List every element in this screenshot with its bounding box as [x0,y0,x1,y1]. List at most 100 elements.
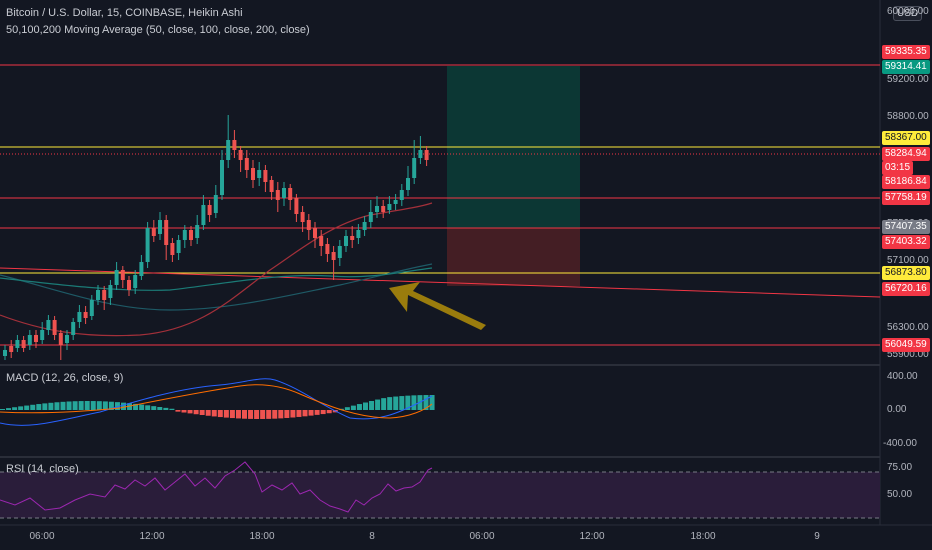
time-axis-tick: 18:00 [249,531,275,542]
macd-signal-line [0,384,433,419]
macd-bar [54,402,60,410]
candle-body [164,220,169,245]
macd-bar [175,410,181,412]
macd-bar [320,410,326,415]
candle-body [195,225,200,238]
macd-bar [60,401,66,410]
price-tag[interactable]: 57403.32 [882,235,930,249]
time-axis-tick: 12:00 [139,531,165,542]
rsi-indicator-legend[interactable]: RSI (14, close) [6,463,79,475]
candle-body [350,236,355,240]
macd-bar [121,402,126,410]
candle-body [257,170,262,178]
chart-title-legend[interactable]: Bitcoin / U.S. Dollar, 15, COINBASE, Hei… [6,7,243,19]
price-tag[interactable]: 58186.84 [882,175,930,189]
candles-group [3,115,429,360]
candle-body [313,228,317,238]
macd-bar [199,410,205,416]
candle-body [282,188,286,198]
macd-axis-tick: -400.00 [883,438,917,449]
macd-bar [157,406,163,410]
candle-body [375,206,379,212]
candle-body [71,322,76,335]
candle-body [406,178,410,190]
macd-bar [6,408,12,410]
candle-body [83,312,88,318]
macd-bar [12,407,18,410]
price-tag[interactable]: 56873.80 [882,266,930,280]
price-tag[interactable]: 58367.00 [882,131,930,145]
time-axis-tick: 12:00 [579,531,605,542]
trendline[interactable] [0,267,881,298]
macd-bar [30,404,36,410]
rsi-axis-tick: 50.00 [887,489,913,500]
macd-bar [108,401,114,410]
candle-body [3,350,7,356]
macd-bar [151,406,157,410]
candle-body [356,230,361,238]
time-axis-tick: 06:00 [29,531,55,542]
macd-axis-tick: 0.00 [887,404,907,415]
candle-body [139,262,144,276]
macd-bar [272,410,278,419]
candle-body [399,190,404,200]
candle-body [368,212,373,222]
candle-body [325,244,330,254]
macd-bar [66,401,72,410]
macd-bar [217,410,223,418]
price-tag[interactable]: 58284.94 [882,147,930,161]
candle-body [207,205,212,215]
candle-body [170,243,175,255]
price-axis-tick: 57100.00 [887,255,929,266]
macd-bar [399,396,405,410]
candle-body [34,335,38,342]
macd-indicator-legend[interactable]: MACD (12, 26, close, 9) [6,372,124,384]
macd-bar [96,401,102,410]
macd-bar [248,410,254,419]
macd-bar [254,410,260,419]
price-tag[interactable]: 59314.41 [882,60,930,74]
time-axis-tick: 9 [814,531,820,542]
macd-bar [290,410,296,418]
long-position-loss-zone[interactable] [447,228,580,286]
candle-body [15,340,20,348]
macd-bar [266,410,272,419]
macd-histogram [0,395,435,419]
currency-button[interactable]: USD [893,6,923,21]
candle-body [393,200,398,204]
ma-200-line [0,263,433,311]
macd-bar [350,405,356,410]
candle-body [337,246,342,258]
candle-body [96,290,100,300]
candle-body [220,160,224,195]
macd-bar [211,410,217,417]
macd-axis-tick: 400.00 [887,371,918,382]
candle-body [238,150,243,160]
macd-bar [375,399,381,410]
macd-bar [145,405,151,410]
candle-body [412,158,417,178]
macd-bar [18,406,24,410]
candle-body [58,333,63,345]
price-tag[interactable]: 57407.35 [882,220,930,234]
macd-bar [163,407,169,410]
macd-bar [308,410,314,416]
candle-body [145,228,150,262]
price-tag[interactable]: 03:15 [882,161,914,175]
macd-bar [302,410,308,417]
macd-bar [48,402,54,410]
candle-body [133,275,138,288]
price-tag[interactable]: 56720.16 [882,282,930,296]
macd-line [0,378,433,426]
candle-body [102,290,107,300]
candle-body [387,204,392,210]
price-tag[interactable]: 56049.59 [882,338,930,352]
candle-body [381,206,386,212]
price-tag[interactable]: 59335.35 [882,45,930,59]
candle-body [46,320,51,330]
price-tag[interactable]: 57758.19 [882,191,930,205]
ma-indicator-legend[interactable]: 50,100,200 Moving Average (50, close, 10… [6,24,310,36]
macd-bar [223,410,229,418]
annotation-arrow[interactable] [389,282,486,330]
